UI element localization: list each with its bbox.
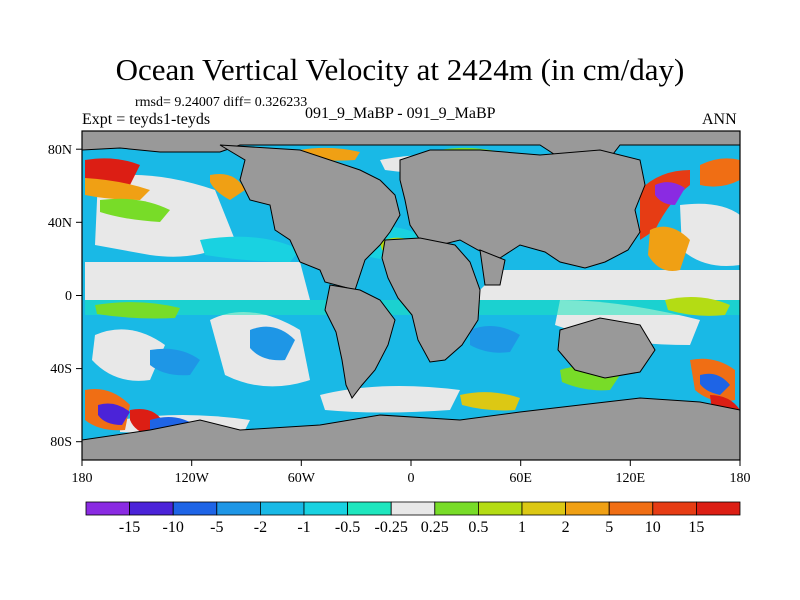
- colorbar-swatch: [696, 501, 741, 516]
- y-tick-label: 80N: [48, 143, 72, 158]
- experiment-label: Expt = teyds1-teyds: [82, 111, 211, 128]
- colorbar-label: 5: [605, 519, 613, 536]
- colorbar-swatch: [172, 501, 218, 516]
- colorbar-label: 0.5: [468, 519, 488, 536]
- colorbar-labels: -15 -10 -5 -2 -1 -0.5 -0.25 0.25 0.5 1 2 5 10 15: [119, 519, 704, 536]
- x-tick-label: 120W: [175, 471, 210, 486]
- colorbar-swatch: [85, 501, 130, 516]
- rmsd-diff-stats: rmsd= 9.24007 diff= 0.326233: [135, 95, 308, 110]
- colorbar-swatch: [521, 501, 566, 516]
- colorbar-label: 0.25: [421, 519, 449, 536]
- colorbar-swatch: [434, 501, 479, 516]
- colorbar-swatch: [390, 501, 436, 516]
- colorbar-label: -0.5: [335, 519, 360, 536]
- case-label: 091_9_MaBP - 091_9_MaBP: [305, 105, 496, 122]
- colorbar-label: -0.25: [375, 519, 408, 536]
- colorbar-swatch: [477, 501, 523, 516]
- colorbar-label: -5: [210, 519, 223, 536]
- x-tick-label: 180: [72, 471, 93, 486]
- colorbar-swatch: [303, 501, 348, 516]
- colorbar-swatch: [216, 501, 261, 516]
- y-tick-label: 40S: [50, 362, 72, 377]
- colorbar-swatch: [652, 501, 697, 516]
- colorbar-label: -15: [119, 519, 140, 536]
- colorbar-label: 15: [688, 519, 704, 536]
- x-tick-label: 0: [408, 471, 415, 486]
- colorbar-swatch: [565, 501, 610, 516]
- y-tick-label: 40N: [48, 216, 72, 231]
- map-title: Ocean Vertical Velocity at 2424m (in cm/…: [115, 52, 685, 87]
- colorbar-label: -1: [297, 519, 310, 536]
- colorbar-label: 10: [645, 519, 661, 536]
- tick-marks: [76, 148, 741, 466]
- colorbar-swatch: [347, 501, 392, 516]
- colorbar-label: 1: [518, 519, 526, 536]
- x-tick-label: 180: [730, 471, 751, 486]
- x-tick-label: 60E: [509, 471, 532, 486]
- x-tick-label: 120E: [616, 471, 646, 486]
- y-tick-label: 80S: [50, 435, 72, 450]
- y-tick-label: 0: [65, 289, 72, 304]
- colorbar-label: -2: [254, 519, 267, 536]
- colorbar-swatch: [129, 501, 174, 516]
- colorbar-label: -10: [163, 519, 184, 536]
- colorbar: [85, 501, 741, 516]
- colorbar-swatch: [259, 501, 305, 516]
- colorbar-label: 2: [562, 519, 570, 536]
- season-label: ANN: [702, 111, 737, 128]
- x-tick-label: 60W: [288, 471, 316, 486]
- colorbar-swatch: [608, 501, 654, 516]
- land-masses: [82, 131, 740, 460]
